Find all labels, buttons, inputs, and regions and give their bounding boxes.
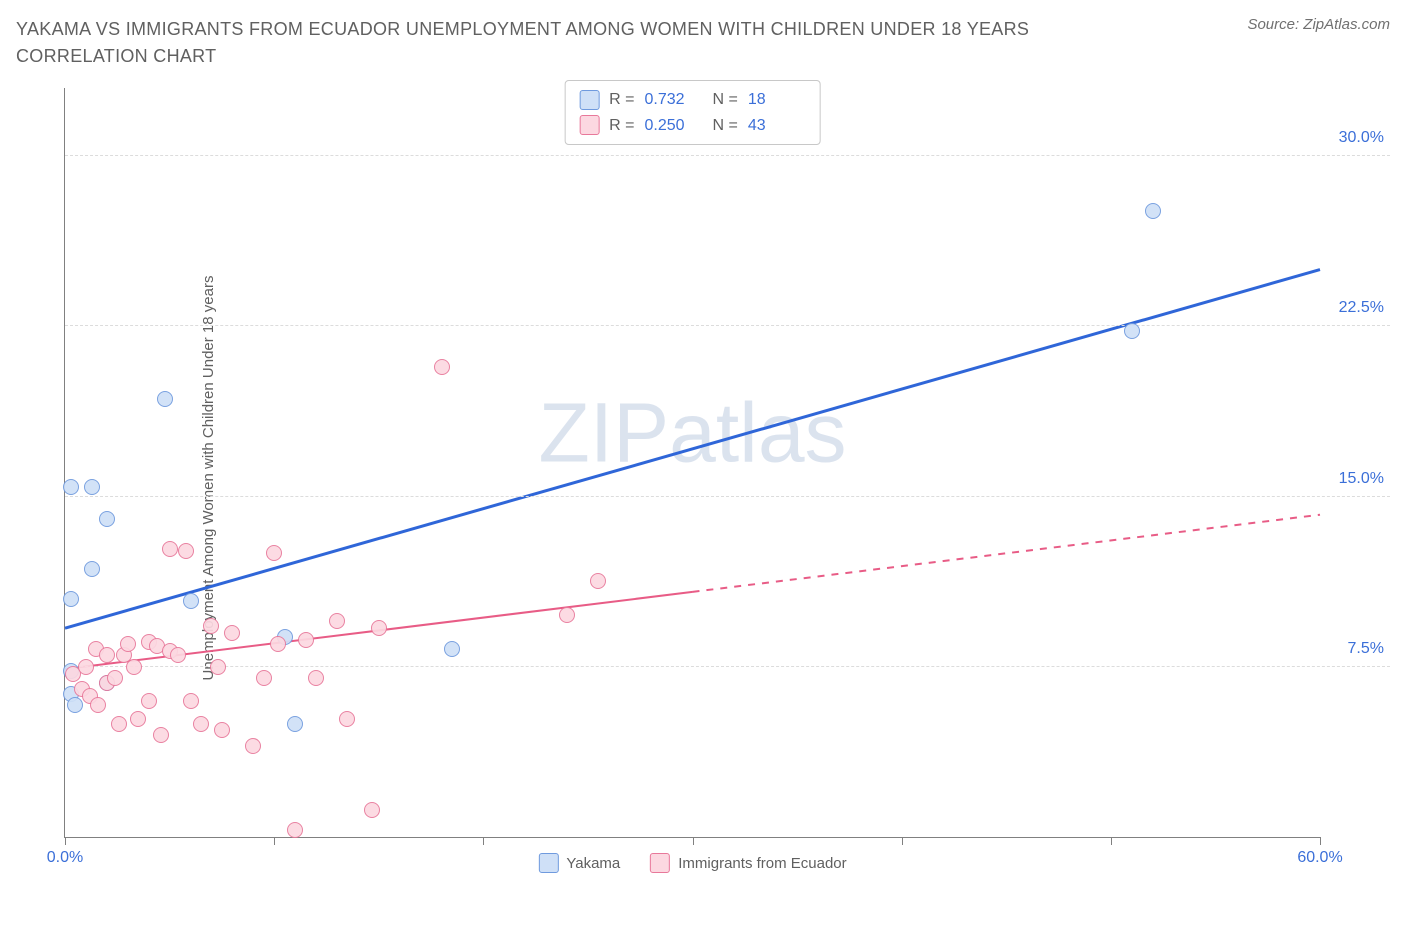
data-point-ecuador xyxy=(99,647,115,663)
data-point-yakama xyxy=(287,716,303,732)
n-label: N = xyxy=(713,87,738,113)
legend-series: Yakama Immigrants from Ecuador xyxy=(538,853,846,873)
data-point-ecuador xyxy=(364,802,380,818)
data-point-ecuador xyxy=(224,625,240,641)
legend-label-yakama: Yakama xyxy=(566,855,620,872)
data-point-yakama xyxy=(444,641,460,657)
data-point-ecuador xyxy=(270,636,286,652)
x-tick xyxy=(1111,837,1112,845)
x-tick xyxy=(693,837,694,845)
data-point-ecuador xyxy=(590,573,606,589)
data-point-ecuador xyxy=(256,670,272,686)
n-value-ecuador: 43 xyxy=(748,113,796,139)
data-point-ecuador xyxy=(153,727,169,743)
data-point-ecuador xyxy=(214,722,230,738)
data-point-ecuador xyxy=(78,659,94,675)
x-tick xyxy=(902,837,903,845)
legend-row-ecuador: R = 0.250 N = 43 xyxy=(579,113,806,139)
data-point-ecuador xyxy=(245,738,261,754)
r-label: R = xyxy=(609,113,634,139)
legend-label-ecuador: Immigrants from Ecuador xyxy=(678,855,846,872)
data-point-ecuador xyxy=(90,697,106,713)
legend-item-ecuador: Immigrants from Ecuador xyxy=(650,853,846,873)
chart-wrapper: YAKAMA VS IMMIGRANTS FROM ECUADOR UNEMPL… xyxy=(16,16,1390,914)
swatch-yakama xyxy=(579,90,599,110)
y-tick-label: 15.0% xyxy=(1339,470,1384,488)
data-point-ecuador xyxy=(141,693,157,709)
data-point-yakama xyxy=(183,593,199,609)
data-point-ecuador xyxy=(266,545,282,561)
trend-lines-layer xyxy=(65,88,1320,837)
data-point-ecuador xyxy=(339,711,355,727)
x-tick xyxy=(1320,837,1321,845)
chart-title: YAKAMA VS IMMIGRANTS FROM ECUADOR UNEMPL… xyxy=(16,16,1116,70)
swatch-ecuador-icon xyxy=(650,853,670,873)
x-tick-label: 0.0% xyxy=(47,849,83,867)
r-label: R = xyxy=(609,87,634,113)
data-point-ecuador xyxy=(434,359,450,375)
swatch-ecuador xyxy=(579,115,599,135)
data-point-yakama xyxy=(157,391,173,407)
trend-line xyxy=(693,515,1321,592)
data-point-ecuador xyxy=(107,670,123,686)
chart-source: Source: ZipAtlas.com xyxy=(1247,16,1390,33)
gridline xyxy=(65,325,1390,326)
data-point-ecuador xyxy=(162,541,178,557)
data-point-ecuador xyxy=(111,716,127,732)
data-point-ecuador xyxy=(559,607,575,623)
data-point-ecuador xyxy=(298,632,314,648)
data-point-yakama xyxy=(84,479,100,495)
legend-row-yakama: R = 0.732 N = 18 xyxy=(579,87,806,113)
data-point-yakama xyxy=(63,479,79,495)
n-label: N = xyxy=(713,113,738,139)
n-value-yakama: 18 xyxy=(748,87,796,113)
y-tick-label: 30.0% xyxy=(1339,129,1384,147)
data-point-ecuador xyxy=(287,822,303,838)
gridline xyxy=(65,155,1390,156)
plot-container: Unemployment Among Women with Children U… xyxy=(16,78,1390,878)
data-point-yakama xyxy=(1124,323,1140,339)
data-point-yakama xyxy=(99,511,115,527)
r-value-yakama: 0.732 xyxy=(645,87,693,113)
data-point-ecuador xyxy=(130,711,146,727)
data-point-ecuador xyxy=(329,613,345,629)
y-tick-label: 7.5% xyxy=(1348,640,1384,658)
legend-correlations: R = 0.732 N = 18 R = 0.250 N = 43 xyxy=(564,80,821,145)
data-point-ecuador xyxy=(210,659,226,675)
chart-header: YAKAMA VS IMMIGRANTS FROM ECUADOR UNEMPL… xyxy=(16,16,1390,70)
x-tick-label: 60.0% xyxy=(1297,849,1342,867)
swatch-yakama-icon xyxy=(538,853,558,873)
x-tick xyxy=(483,837,484,845)
data-point-yakama xyxy=(84,561,100,577)
data-point-ecuador xyxy=(193,716,209,732)
gridline xyxy=(65,666,1390,667)
data-point-ecuador xyxy=(203,618,219,634)
legend-item-yakama: Yakama xyxy=(538,853,620,873)
x-tick xyxy=(274,837,275,845)
gridline xyxy=(65,496,1390,497)
data-point-ecuador xyxy=(183,693,199,709)
data-point-yakama xyxy=(67,697,83,713)
data-point-ecuador xyxy=(120,636,136,652)
y-tick-label: 22.5% xyxy=(1339,299,1384,317)
data-point-yakama xyxy=(1145,203,1161,219)
x-tick xyxy=(65,837,66,845)
data-point-ecuador xyxy=(170,647,186,663)
data-point-ecuador xyxy=(308,670,324,686)
plot-area: R = 0.732 N = 18 R = 0.250 N = 43 ZIPatl… xyxy=(64,88,1320,838)
data-point-yakama xyxy=(63,591,79,607)
data-point-ecuador xyxy=(178,543,194,559)
data-point-ecuador xyxy=(371,620,387,636)
data-point-ecuador xyxy=(126,659,142,675)
r-value-ecuador: 0.250 xyxy=(645,113,693,139)
